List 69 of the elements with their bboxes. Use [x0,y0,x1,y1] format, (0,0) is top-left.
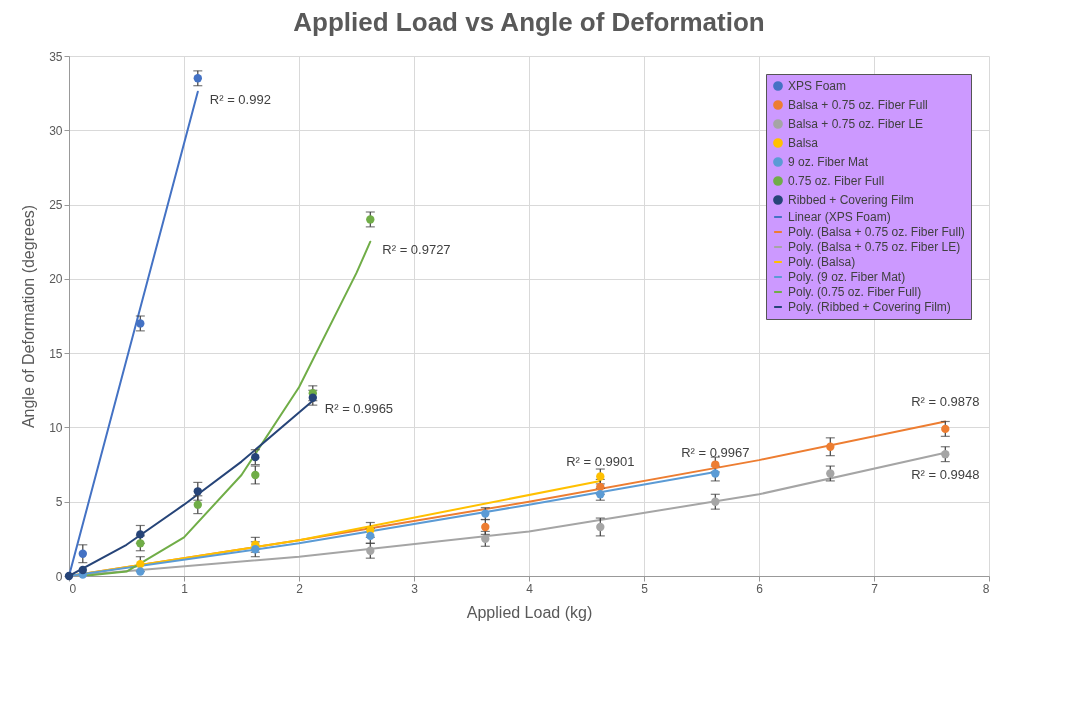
y-tick-label: 5 [55,495,63,510]
chart-title: Applied Load vs Angle of Deformation [293,7,765,37]
annotation: R² = 0.9901 [566,453,635,469]
y-tick-label: 20 [49,272,63,287]
legend-label: Poly. (Balsa + 0.75 oz. Fiber LE) [788,240,961,254]
x-tick-label: 5 [641,581,649,596]
point [78,565,87,575]
x-axis-title: Applied Load (kg) [466,603,593,621]
y-tick-label: 15 [49,346,63,361]
point [366,215,375,224]
x-tick-label: 7 [871,581,879,596]
y-tick-label: 35 [49,49,63,64]
point [136,319,145,328]
point [596,472,605,481]
point [193,487,202,496]
legend-label: Balsa + 0.75 oz. Fiber LE [788,117,924,131]
annotation: R² = 0.992 [209,91,271,107]
point [941,450,950,459]
legend-label: Poly. (9 oz. Fiber Mat) [788,270,906,284]
point [826,469,835,478]
annotation: R² = 0.9727 [382,241,451,257]
point [711,497,720,506]
legend-label: Poly. (Balsa + 0.75 oz. Fiber Full) [788,225,965,239]
annotation: R² = 0.9878 [911,394,980,410]
x-tick-label: 3 [411,581,419,596]
point [596,522,605,532]
annotation: R² = 0.9967 [681,445,750,460]
y-tick-label: 30 [49,123,63,138]
y-tick-label: 25 [49,198,63,213]
point [711,469,720,478]
point [941,424,950,434]
y-tick-label: 0 [55,569,63,584]
legend-label: Balsa [788,136,819,150]
legend-label: Linear (XPS Foam) [788,210,891,224]
point [308,393,317,402]
legend-label: Poly. (Ribbed + Covering Film) [788,300,951,314]
point [251,470,260,480]
legend-label: Ribbed + Covering Film [788,193,914,207]
point [596,482,605,492]
point [711,460,720,469]
point [481,522,490,532]
x-tick-label: 4 [526,581,534,596]
legend-label: 0.75 oz. Fiber Full [788,174,885,188]
annotation: R² = 0.9948 [911,466,980,482]
point [481,534,490,544]
point [193,74,202,83]
x-tick-label: 0 [69,581,77,596]
annotation: R² = 0.9965 [324,400,394,416]
x-tick-label: 6 [756,581,764,596]
point [366,546,375,555]
y-tick-label: 10 [49,420,63,435]
legend-label: XPS Foam [788,79,847,93]
point [78,549,87,558]
point [136,530,145,539]
x-tick-label: 8 [982,581,990,596]
legend-label: Poly. (Balsa) [788,255,856,269]
y-axis-title: Angle of Deformation (degrees) [20,204,38,429]
point [251,452,260,462]
point [136,539,145,548]
legend-label: Poly. (0.75 oz. Fiber Full) [788,285,922,299]
point [193,500,202,509]
point [251,545,260,554]
point [136,559,145,569]
point [366,531,375,541]
x-tick-label: 2 [296,581,304,596]
legend-label: 9 oz. Fiber Mat [788,155,869,169]
legend-label: Balsa + 0.75 oz. Fiber Full [788,98,928,112]
x-tick-label: 1 [181,581,189,596]
point [826,442,835,451]
